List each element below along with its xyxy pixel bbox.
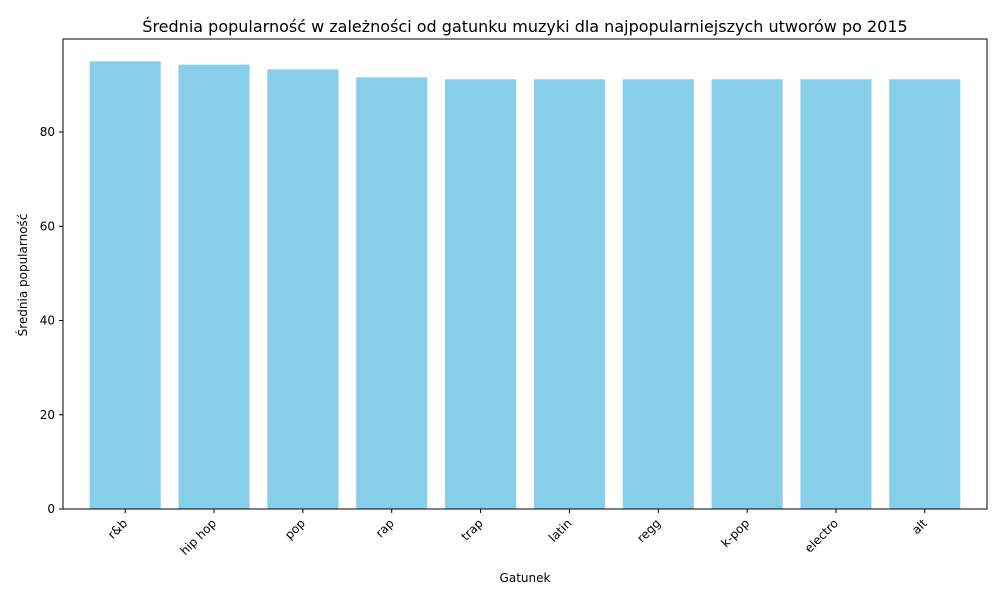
- x-tick-label: k-pop: [718, 516, 752, 550]
- y-tick-label: 80: [40, 125, 55, 139]
- bar-hip-hop: [178, 64, 250, 509]
- bar-regg: [622, 79, 694, 510]
- y-tick-label: 20: [40, 408, 55, 422]
- x-axis-label: Gatunek: [500, 571, 551, 585]
- bar-pop: [267, 69, 339, 509]
- plot-frame: [62, 38, 988, 510]
- bar-r-b: [89, 61, 161, 509]
- y-axis-ticks: 0 20 40 60 80: [40, 125, 63, 516]
- x-tick-label: regg: [634, 516, 663, 545]
- x-tick-label: electro: [802, 516, 841, 555]
- bar-latin: [533, 79, 605, 510]
- y-tick-label: 0: [47, 502, 55, 516]
- x-axis-ticks: r&b hip hop pop rap trap latin regg k-pop electr…: [105, 509, 930, 558]
- x-tick-label: r&b: [105, 516, 130, 541]
- x-tick-label: latin: [546, 516, 575, 545]
- bar-rap: [356, 77, 428, 509]
- bar-trap: [445, 79, 517, 510]
- x-tick-label: rap: [373, 516, 397, 540]
- x-tick-label: alt: [909, 516, 930, 537]
- bar-electro: [800, 79, 872, 510]
- bar-k-pop: [711, 79, 783, 510]
- x-tick-label: trap: [458, 516, 485, 543]
- chart-title: Średnia popularność w zależności od gatu…: [142, 17, 907, 36]
- x-tick-label: hip hop: [177, 516, 219, 558]
- bar-alt: [889, 79, 961, 510]
- y-axis-label: Średnia popularność: [15, 214, 30, 337]
- x-tick-label: pop: [282, 516, 308, 542]
- y-tick-label: 60: [40, 219, 55, 233]
- bars-layer: [89, 61, 961, 510]
- y-tick-label: 40: [40, 314, 55, 328]
